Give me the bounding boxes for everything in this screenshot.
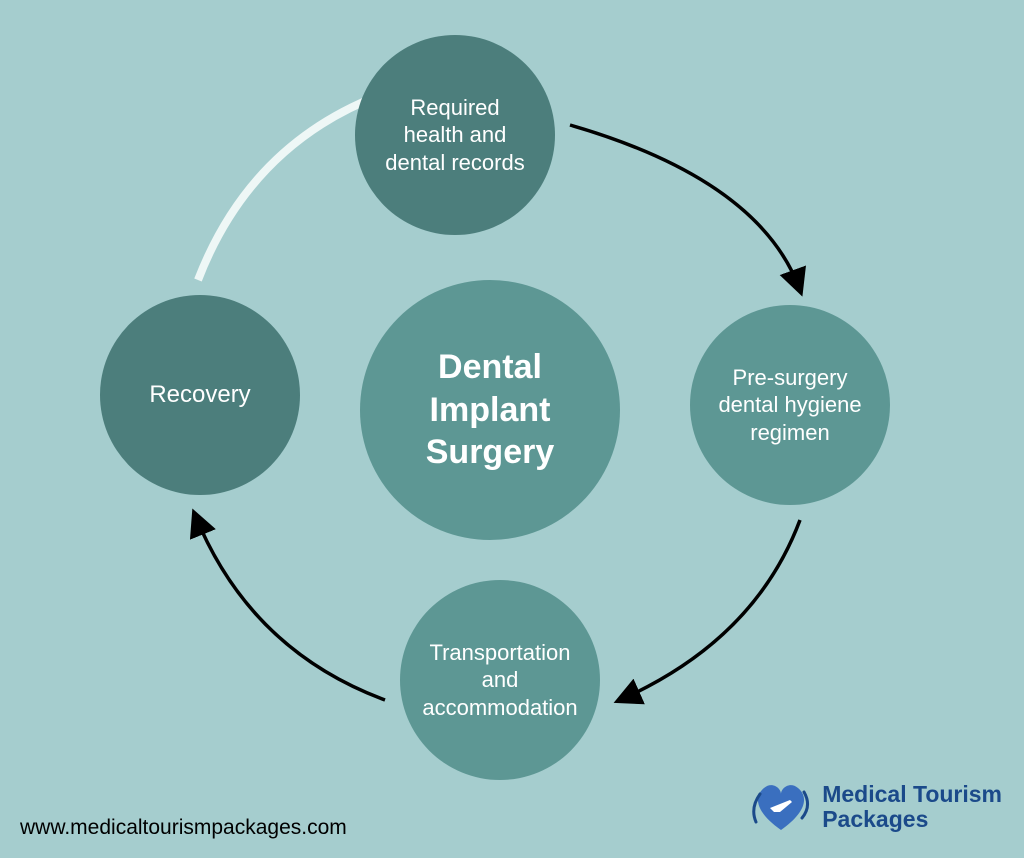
- arrow-top-right: [570, 125, 800, 290]
- brand-logo-text: Medical Tourism Packages: [822, 782, 1002, 833]
- node-left: Recovery: [100, 295, 300, 495]
- node-bottom-label: Transportationandaccommodation: [422, 639, 577, 722]
- center-node-label: DentalImplantSurgery: [426, 346, 555, 474]
- node-top-label: Requiredhealth anddental records: [385, 94, 524, 177]
- brand-logo: Medical Tourism Packages: [750, 778, 1002, 836]
- brand-line2: Packages: [822, 807, 1002, 832]
- node-top: Requiredhealth anddental records: [355, 35, 555, 235]
- footer-url: www.medicaltourismpackages.com: [20, 816, 347, 840]
- node-right-label: Pre-surgerydental hygieneregimen: [718, 364, 861, 447]
- node-bottom: Transportationandaccommodation: [400, 580, 600, 780]
- brand-line1: Medical Tourism: [822, 782, 1002, 807]
- diagram-canvas: DentalImplantSurgery Requiredhealth andd…: [0, 0, 1024, 858]
- arrow-right-bottom: [620, 520, 800, 700]
- ghost-arc: [198, 95, 380, 280]
- arrow-bottom-left: [195, 515, 385, 700]
- heart-plane-icon: [750, 778, 812, 836]
- center-node: DentalImplantSurgery: [360, 280, 620, 540]
- node-right: Pre-surgerydental hygieneregimen: [690, 305, 890, 505]
- node-left-label: Recovery: [149, 380, 250, 410]
